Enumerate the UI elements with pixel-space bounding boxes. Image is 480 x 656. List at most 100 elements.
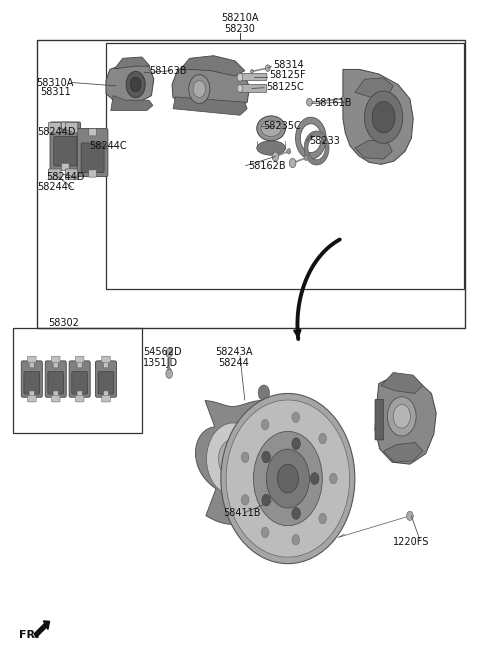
Circle shape [266, 449, 310, 508]
Polygon shape [384, 443, 423, 462]
Text: 58163B: 58163B [149, 66, 187, 75]
Circle shape [319, 434, 326, 444]
Text: 58161B: 58161B [314, 98, 352, 108]
FancyBboxPatch shape [240, 85, 267, 92]
Circle shape [253, 432, 323, 525]
Circle shape [307, 98, 312, 106]
FancyBboxPatch shape [27, 396, 36, 402]
Polygon shape [343, 70, 413, 165]
Circle shape [277, 464, 299, 493]
Circle shape [292, 508, 300, 520]
FancyBboxPatch shape [45, 361, 66, 398]
FancyBboxPatch shape [75, 396, 84, 402]
Polygon shape [173, 97, 247, 115]
Circle shape [329, 474, 337, 483]
Circle shape [262, 451, 271, 463]
FancyBboxPatch shape [81, 143, 104, 173]
Circle shape [189, 75, 210, 104]
Ellipse shape [257, 116, 286, 141]
Circle shape [131, 77, 141, 92]
FancyBboxPatch shape [53, 361, 59, 368]
Text: 1220FS: 1220FS [393, 537, 430, 547]
FancyBboxPatch shape [48, 372, 64, 394]
Circle shape [243, 526, 255, 542]
Circle shape [241, 452, 249, 462]
FancyBboxPatch shape [375, 400, 384, 440]
Text: 58162B: 58162B [248, 161, 286, 171]
FancyBboxPatch shape [89, 170, 96, 177]
Circle shape [193, 81, 205, 98]
FancyArrow shape [34, 621, 49, 638]
FancyBboxPatch shape [48, 169, 61, 179]
Circle shape [262, 494, 271, 506]
Circle shape [287, 148, 291, 154]
Ellipse shape [257, 141, 286, 155]
Circle shape [237, 73, 243, 81]
Text: 58302: 58302 [48, 318, 79, 328]
Polygon shape [180, 56, 245, 76]
Text: 58310A: 58310A [36, 77, 74, 87]
FancyBboxPatch shape [65, 169, 78, 179]
FancyBboxPatch shape [51, 356, 60, 363]
FancyBboxPatch shape [24, 372, 40, 394]
Circle shape [237, 85, 243, 92]
Circle shape [372, 102, 395, 133]
Bar [12, 328, 142, 433]
Text: 58230: 58230 [225, 24, 255, 34]
FancyBboxPatch shape [29, 361, 35, 368]
FancyBboxPatch shape [72, 372, 87, 394]
Text: 54562D: 54562D [144, 347, 182, 358]
Text: 58210A: 58210A [221, 13, 259, 24]
Bar [106, 43, 464, 289]
Circle shape [311, 473, 319, 484]
Circle shape [387, 397, 416, 436]
Polygon shape [375, 375, 436, 464]
Text: 58244D: 58244D [37, 127, 76, 136]
Circle shape [364, 91, 403, 144]
FancyBboxPatch shape [103, 391, 108, 398]
Circle shape [304, 155, 308, 161]
Circle shape [258, 385, 270, 401]
Circle shape [166, 369, 172, 379]
Polygon shape [355, 78, 393, 98]
Polygon shape [111, 96, 153, 111]
FancyBboxPatch shape [61, 122, 69, 129]
Circle shape [393, 405, 410, 428]
Text: 58244C: 58244C [89, 141, 127, 151]
FancyBboxPatch shape [21, 361, 42, 398]
Text: 58244D: 58244D [46, 173, 84, 182]
FancyBboxPatch shape [29, 391, 35, 398]
Ellipse shape [221, 394, 355, 564]
Text: 58244C: 58244C [37, 182, 75, 192]
FancyBboxPatch shape [98, 372, 114, 394]
Polygon shape [106, 63, 154, 102]
FancyBboxPatch shape [48, 123, 61, 133]
FancyBboxPatch shape [96, 361, 117, 398]
Circle shape [241, 495, 249, 505]
Circle shape [289, 159, 296, 168]
FancyBboxPatch shape [54, 136, 77, 166]
Circle shape [167, 368, 171, 373]
Circle shape [126, 72, 145, 98]
Text: 58314: 58314 [274, 60, 304, 70]
Circle shape [292, 438, 300, 449]
Polygon shape [115, 57, 150, 69]
Text: 58233: 58233 [310, 136, 340, 146]
Text: 58243A: 58243A [215, 347, 252, 358]
Text: FR.: FR. [19, 630, 39, 640]
FancyBboxPatch shape [240, 73, 267, 81]
Polygon shape [195, 400, 300, 524]
Circle shape [261, 527, 269, 538]
Ellipse shape [226, 400, 349, 557]
FancyBboxPatch shape [89, 129, 96, 136]
Circle shape [218, 440, 247, 479]
Text: 58411B: 58411B [223, 508, 261, 518]
Circle shape [282, 428, 293, 443]
Text: 1351JD: 1351JD [144, 358, 179, 368]
Circle shape [261, 419, 269, 430]
Circle shape [292, 412, 300, 422]
Text: 58235C: 58235C [263, 121, 301, 131]
Circle shape [272, 152, 279, 161]
Text: 58125C: 58125C [266, 82, 304, 92]
FancyBboxPatch shape [53, 391, 59, 398]
